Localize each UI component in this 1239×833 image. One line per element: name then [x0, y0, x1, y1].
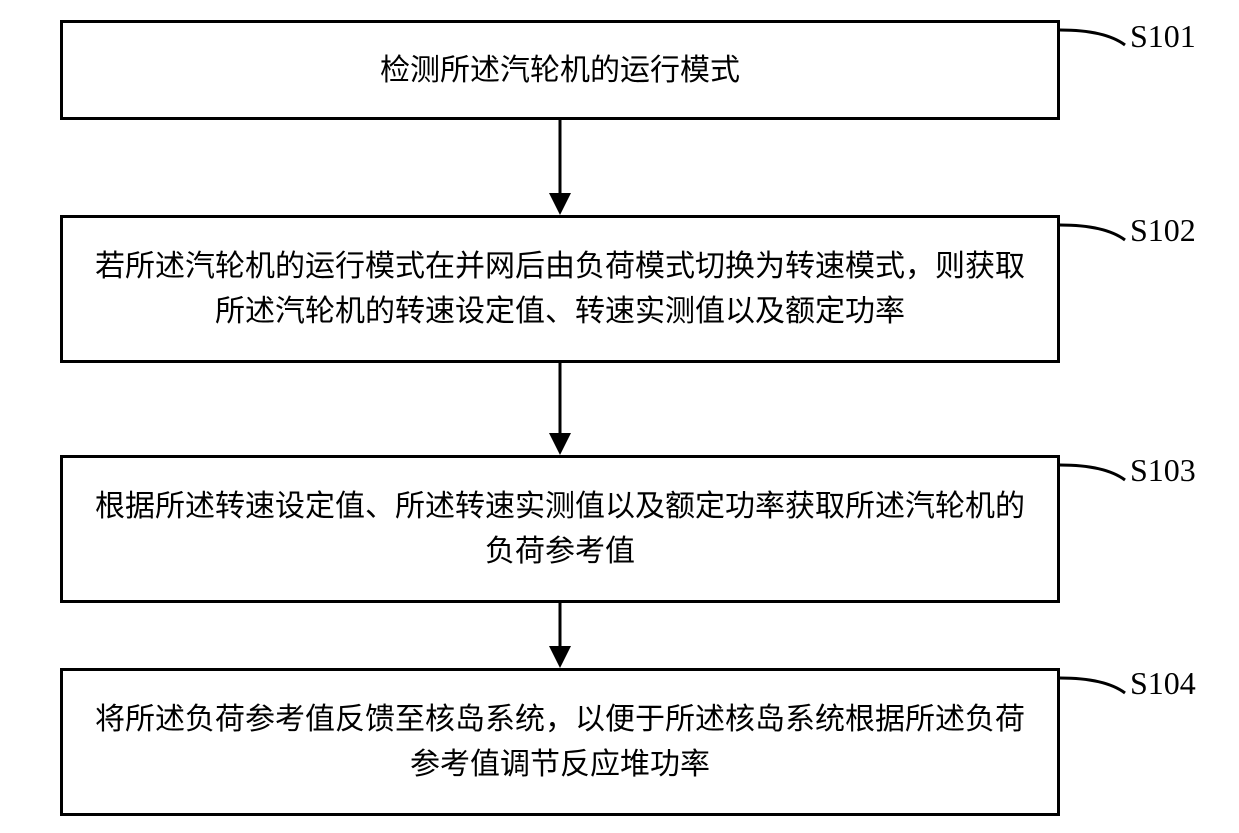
flowchart-canvas: 检测所述汽轮机的运行模式S101若所述汽轮机的运行模式在并网后由负荷模式切换为转… — [0, 0, 1239, 833]
flow-arrow — [0, 0, 1239, 833]
